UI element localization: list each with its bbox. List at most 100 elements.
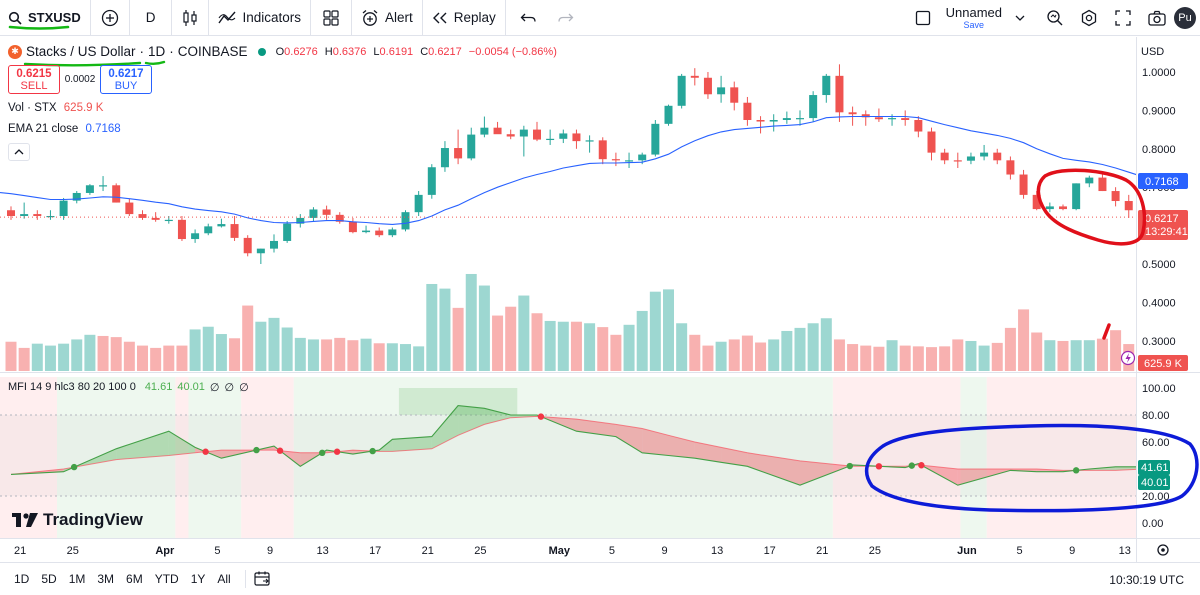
candle-body (585, 140, 594, 142)
alert-button[interactable]: Alert (352, 0, 423, 36)
chart-type-button[interactable] (172, 0, 210, 36)
quick-search-button[interactable] (1038, 0, 1072, 36)
time-axis-label: 21 (14, 545, 26, 557)
settings-button[interactable] (1072, 0, 1106, 36)
volume-bar (150, 347, 162, 371)
toolbar-right-group: Unnamed Save Pu (906, 0, 1200, 36)
candle-body (270, 240, 278, 249)
layout-save-status: Save (963, 20, 985, 30)
range-1y[interactable]: 1Y (190, 572, 206, 586)
top-toolbar: STXUSD D Indicators Alert Replay Unnamed… (0, 0, 1200, 36)
volume-bar (110, 337, 122, 371)
volume-bar (215, 334, 227, 371)
mfi-band-fill (0, 415, 1136, 496)
mfi-cross-dot (918, 462, 925, 469)
redo-icon (558, 13, 574, 22)
candle-body (651, 123, 660, 155)
volume-bar (1044, 340, 1056, 371)
mfi-cross-dot (319, 449, 326, 456)
time-axis-label: 17 (369, 545, 381, 557)
time-axis[interactable]: 21 25 Apr 5 9 13 17 21 25 May 5 9 13 17 21 25 Jun 5 9 13 (14, 545, 1131, 557)
volume-bar (321, 339, 333, 371)
price-pane[interactable] (0, 37, 1136, 371)
mfi-fill-segment (484, 408, 511, 425)
fullscreen-button[interactable] (1106, 0, 1140, 36)
mfi-legend[interactable]: MFI 14 9 hlc3 80 20 100 0 41.61 40.01 ∅ … (8, 381, 249, 394)
ema21-line (0, 115, 1136, 225)
mfi-zone (0, 377, 58, 538)
time-axis-label: Jun (957, 545, 977, 557)
candle-body (1085, 177, 1094, 184)
candle-body (46, 216, 55, 218)
chevron-down-icon (1015, 15, 1025, 21)
mfi-fill-segment (747, 452, 800, 486)
volume-bar (242, 305, 254, 371)
range-1m[interactable]: 1M (68, 572, 86, 586)
snapshot-button[interactable] (1140, 0, 1174, 36)
tradingview-logo[interactable]: TradingView (12, 510, 143, 530)
volume-bar (636, 310, 648, 371)
ema-series (0, 115, 1136, 225)
range-ytd[interactable]: YTD (154, 572, 179, 586)
layout-menu-button[interactable] (1008, 0, 1032, 36)
currency-label[interactable]: USD (1141, 46, 1164, 58)
buy-label: BUY (114, 80, 138, 92)
redo-button[interactable] (550, 0, 582, 36)
range-1d[interactable]: 1D (14, 572, 30, 586)
layout-name-button[interactable]: Unnamed Save (940, 6, 1008, 30)
undo-button[interactable] (506, 0, 550, 36)
candle-body (7, 210, 15, 216)
mfi-fill-segment (800, 460, 853, 486)
lightning-icon[interactable] (1120, 350, 1136, 366)
candle-body (874, 117, 883, 120)
candle-body (125, 202, 134, 215)
range-3m[interactable]: 3M (97, 572, 115, 586)
candle-body (112, 185, 121, 203)
volume-bar (1110, 330, 1122, 371)
user-avatar[interactable]: Pu (1174, 7, 1196, 29)
volume-bar (926, 347, 937, 371)
utc-clock[interactable]: 10:30:19 UTC (1109, 573, 1184, 587)
volume-bar (623, 324, 635, 371)
volume-bar (991, 342, 1003, 371)
price-scale[interactable]: 1.00000.90000.80000.70000.60000.50000.40… (1142, 67, 1176, 348)
sell-button[interactable]: 0.6215 SELL (8, 65, 60, 94)
candle-body (519, 129, 528, 137)
symbol-search-button[interactable]: STXUSD (0, 0, 91, 36)
layout-icon-button[interactable] (906, 0, 940, 36)
volume-bar (663, 289, 674, 371)
mfi-cross-dot (1072, 467, 1080, 474)
candle-body (480, 127, 489, 135)
volume-bar (439, 288, 451, 371)
mfi-fill-segment (694, 442, 722, 463)
time-axis-label: 5 (1016, 545, 1022, 557)
candle-body (177, 219, 186, 240)
goto-date-icon[interactable] (254, 571, 272, 587)
volume-bar (176, 345, 188, 371)
ema-legend[interactable]: EMA 21 close 0.7168 (8, 123, 121, 135)
candle-body (611, 159, 620, 161)
symbol-legend[interactable]: ✱ Stacks / US Dollar · 1D · COINBASE O0.… (8, 44, 560, 59)
volume-bar (610, 334, 622, 371)
templates-button[interactable] (311, 0, 353, 36)
buy-button[interactable]: 0.6217 BUY (100, 65, 152, 94)
legend-collapse-button[interactable] (8, 143, 30, 161)
range-all[interactable]: All (217, 572, 231, 586)
range-6m[interactable]: 6M (126, 572, 143, 586)
range-5d[interactable]: 5D (41, 572, 57, 586)
time-axis-settings-icon[interactable] (1157, 544, 1169, 556)
candle-body (283, 223, 292, 241)
mfi-fill-segment (721, 447, 748, 467)
mfi-cross-dot (369, 447, 376, 455)
candle-body (703, 77, 712, 95)
high-value: 0.6376 (332, 45, 367, 58)
replay-button[interactable]: Replay (423, 0, 506, 36)
candle-body (993, 152, 1002, 161)
volume-value: 625.9 K (63, 102, 104, 114)
interval-button[interactable]: D (130, 0, 173, 36)
indicators-button[interactable]: Indicators (209, 0, 312, 36)
volume-legend[interactable]: Vol · STX 625.9 K (8, 102, 103, 114)
compare-symbol-button[interactable] (91, 0, 130, 36)
